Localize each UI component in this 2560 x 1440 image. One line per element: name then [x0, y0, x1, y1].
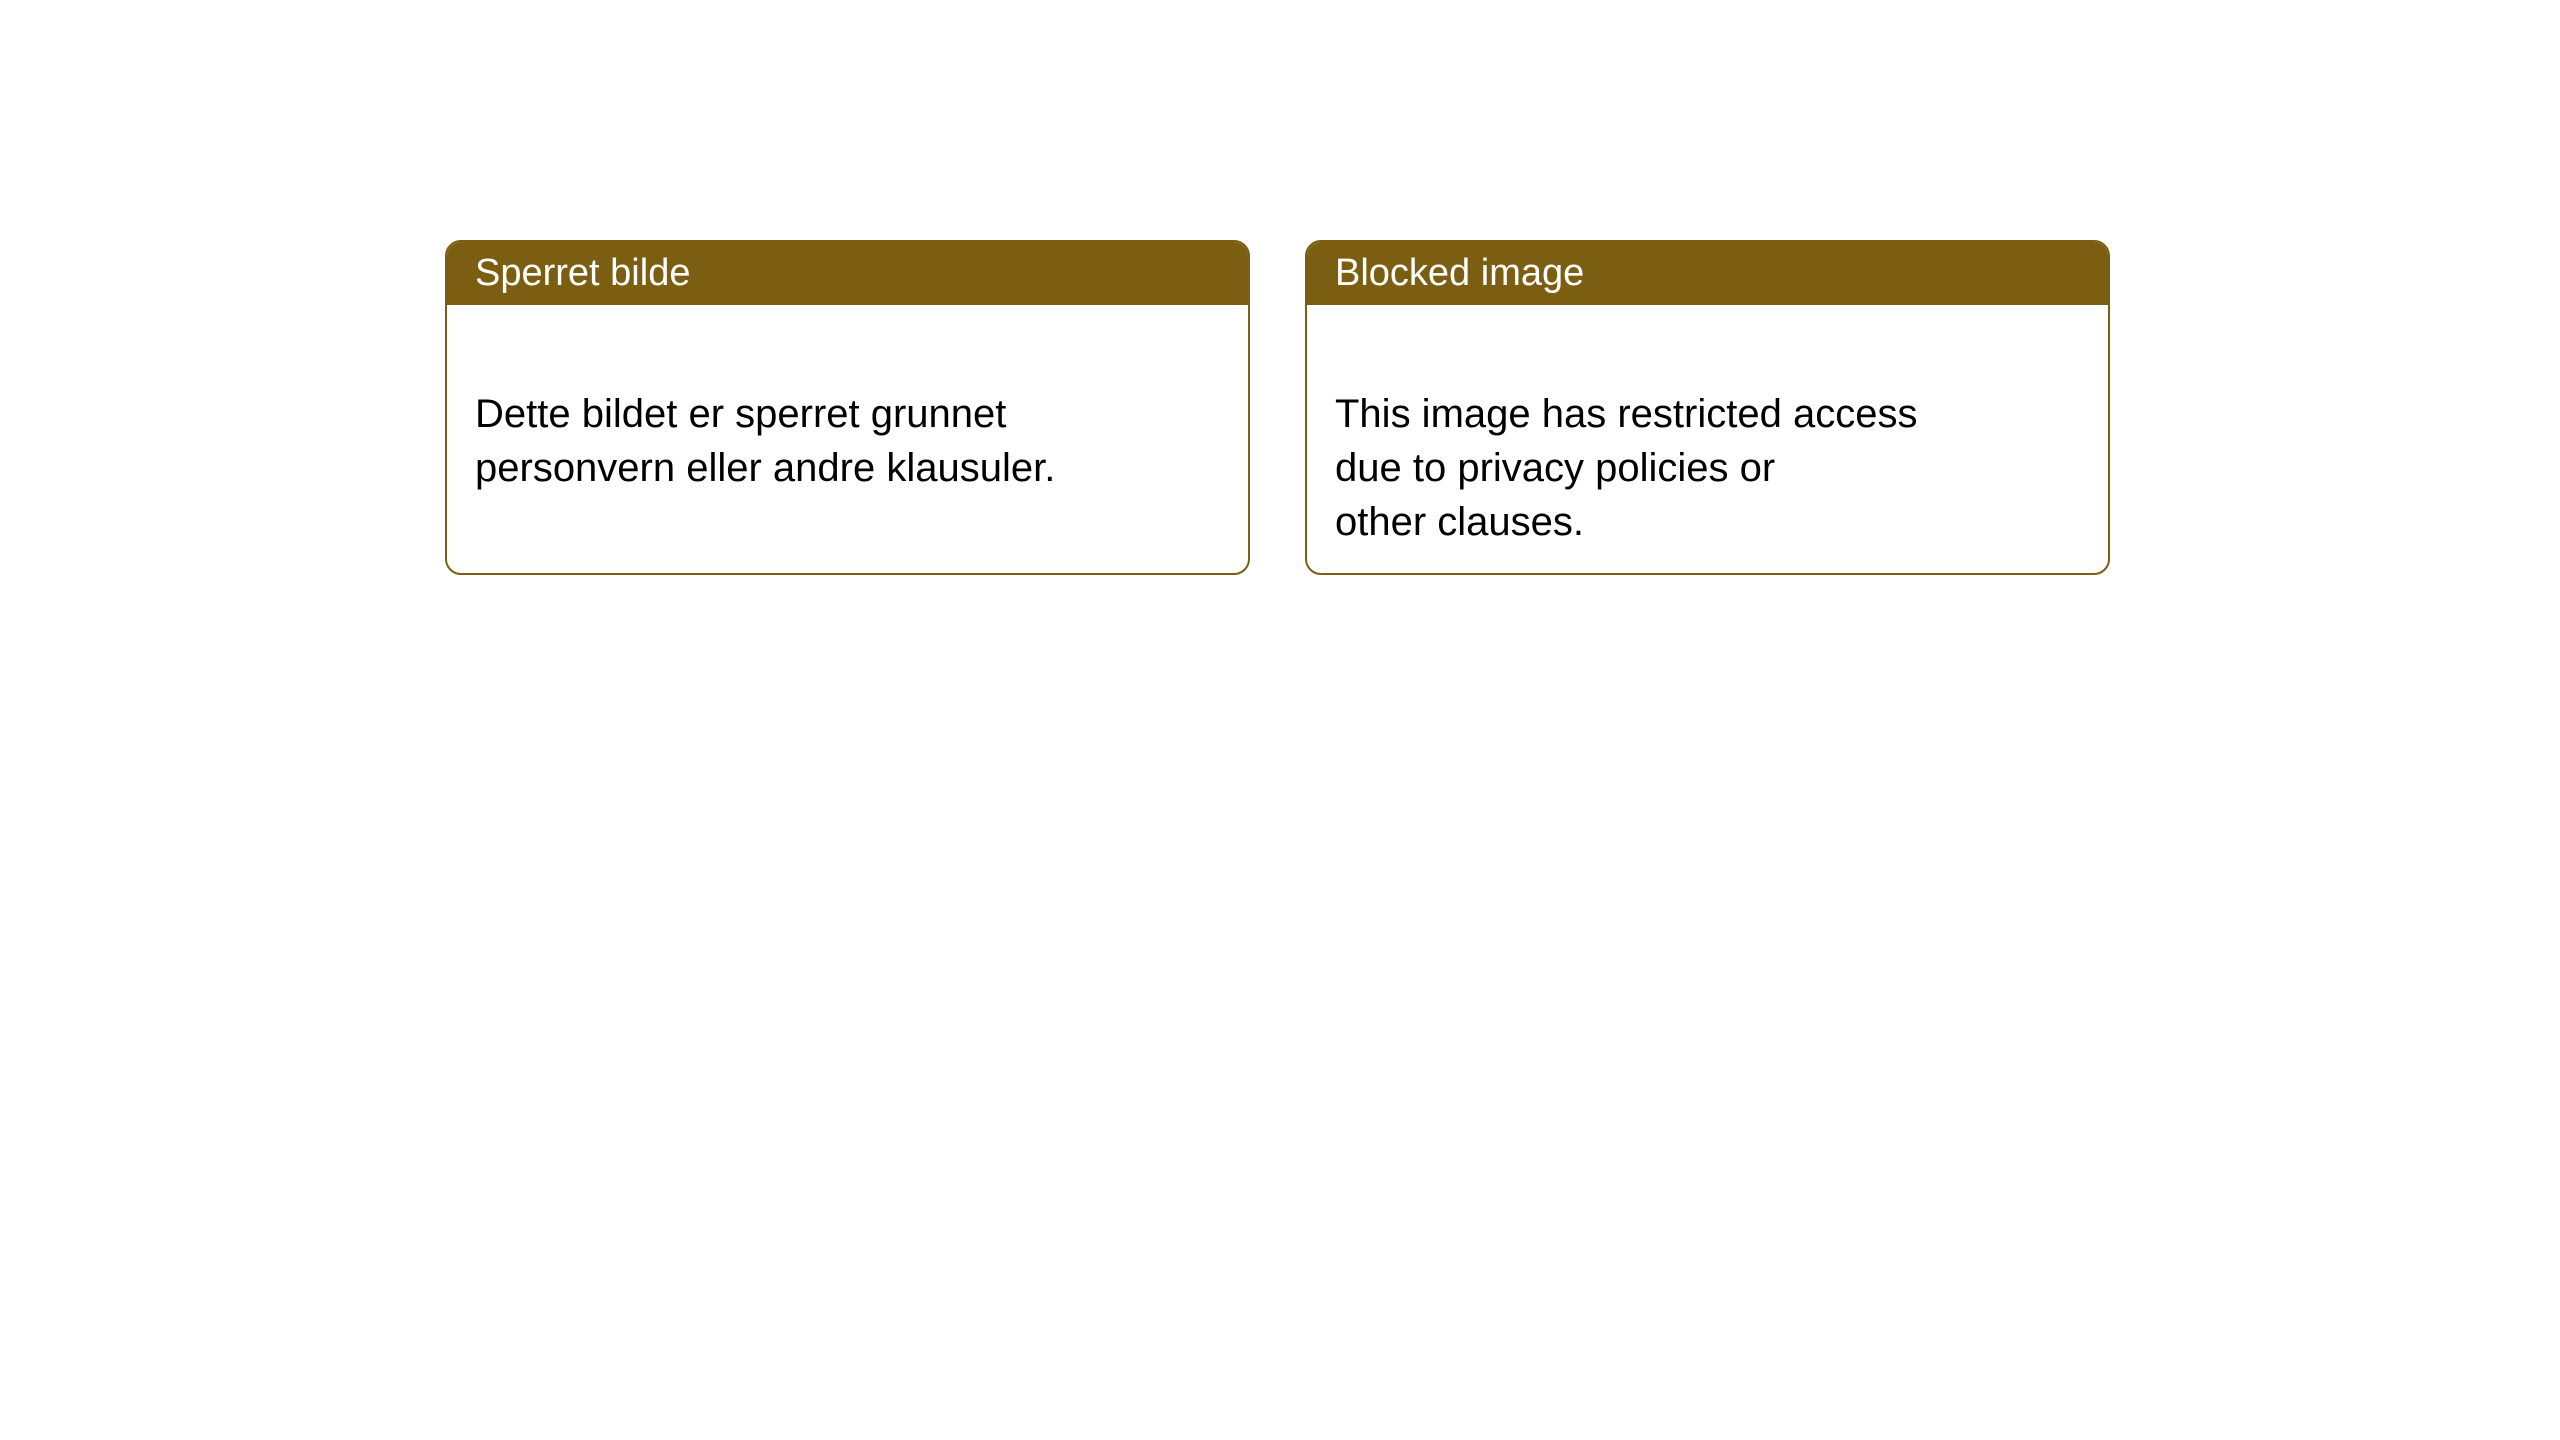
notice-card-norwegian: Sperret bilde Dette bildet er sperret gr…: [445, 240, 1250, 575]
notice-body-text: This image has restricted access due to …: [1335, 392, 1917, 544]
notice-header: Sperret bilde: [447, 242, 1248, 305]
notice-header: Blocked image: [1307, 242, 2108, 305]
notice-card-english: Blocked image This image has restricted …: [1305, 240, 2110, 575]
notice-container: Sperret bilde Dette bildet er sperret gr…: [0, 0, 2560, 575]
notice-title: Sperret bilde: [475, 252, 690, 294]
notice-title: Blocked image: [1335, 252, 1584, 294]
notice-body: Dette bildet er sperret grunnet personve…: [447, 305, 1248, 523]
notice-body-text: Dette bildet er sperret grunnet personve…: [475, 392, 1055, 490]
notice-body: This image has restricted access due to …: [1307, 305, 2108, 575]
